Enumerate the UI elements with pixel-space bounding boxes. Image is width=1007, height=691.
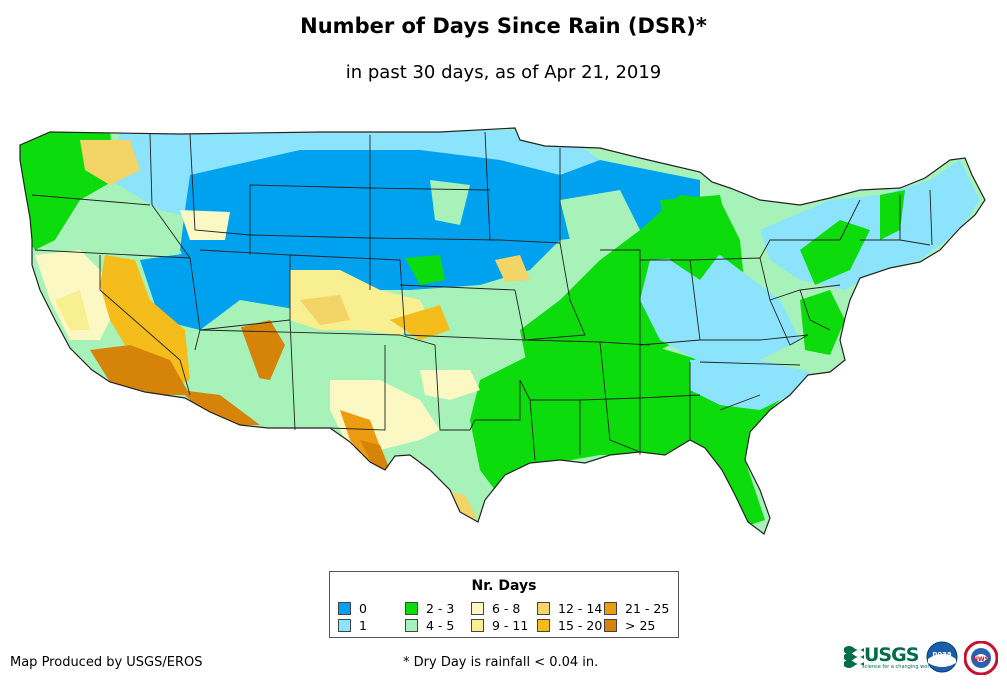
legend-swatch [604, 619, 617, 632]
map-title: Number of Days Since Rain (DSR)* [300, 14, 707, 38]
footnote: * Dry Day is rainfall < 0.04 in. [403, 655, 599, 670]
svg-text:noaa: noaa [932, 650, 952, 658]
map-credit: Map Produced by USGS/EROS [10, 655, 203, 670]
map-subtitle: in past 30 days, as of Apr 21, 2019 [345, 62, 662, 83]
legend-title: Nr. Days [471, 578, 537, 594]
svg-text:NWS: NWS [973, 656, 989, 663]
usgs-tagline: science for a changing world [862, 664, 934, 670]
legend-item-5: 9 - 11 [471, 619, 528, 632]
legend-swatch [604, 602, 617, 615]
legend-swatch [338, 619, 351, 632]
legend-item-3: 4 - 5 [405, 619, 454, 632]
legend-item-8: 21 - 25 [604, 602, 669, 615]
state-boundaries [19, 127, 986, 535]
legend-swatch [471, 619, 484, 632]
legend-swatch [537, 602, 550, 615]
usgs-logo-icon: USGS science for a changing world [844, 640, 934, 670]
legend-swatch [405, 602, 418, 615]
legend-item-6: 12 - 14 [537, 602, 602, 615]
legend-swatch [471, 602, 484, 615]
legend-item-7: 15 - 20 [537, 619, 602, 632]
legend-swatch [338, 602, 351, 615]
legend-item-1: 1 [338, 619, 367, 632]
usgs-wave-icon [844, 646, 864, 668]
usgs-wordmark: USGS [864, 644, 919, 666]
legend-item-4: 6 - 8 [471, 602, 520, 615]
noaa-logo-icon: noaa [926, 641, 958, 673]
legend-item-0: 0 [338, 602, 367, 615]
nws-logo-icon: NWS [964, 641, 998, 675]
legend-item-9: > 25 [604, 619, 655, 632]
legend: Nr. Days 0 1 2 - 3 4 - 5 6 - 8 9 - 11 12… [329, 571, 679, 638]
legend-item-2: 2 - 3 [405, 602, 454, 615]
legend-swatch [405, 619, 418, 632]
legend-swatch [537, 619, 550, 632]
